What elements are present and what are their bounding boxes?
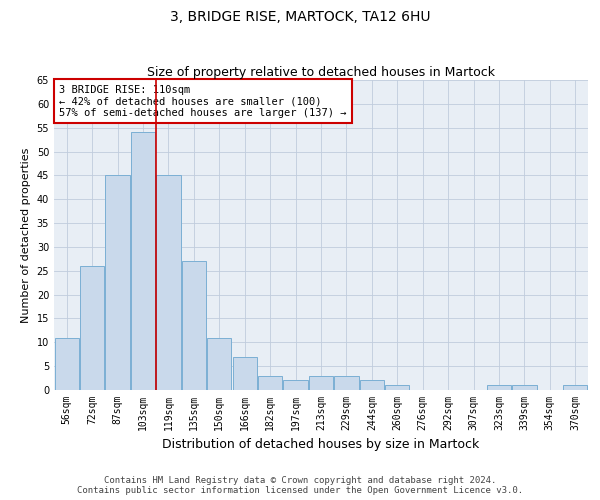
Y-axis label: Number of detached properties: Number of detached properties [21, 148, 31, 322]
Bar [309, 376, 333, 390]
Bar [512, 385, 536, 390]
Bar [283, 380, 308, 390]
Bar [182, 261, 206, 390]
Bar [487, 385, 511, 390]
Bar [385, 385, 409, 390]
Bar [563, 385, 587, 390]
Bar [55, 338, 79, 390]
Title: Size of property relative to detached houses in Martock: Size of property relative to detached ho… [147, 66, 495, 79]
Bar [80, 266, 104, 390]
X-axis label: Distribution of detached houses by size in Martock: Distribution of detached houses by size … [163, 438, 479, 452]
Text: 3 BRIDGE RISE: 110sqm
← 42% of detached houses are smaller (100)
57% of semi-det: 3 BRIDGE RISE: 110sqm ← 42% of detached … [59, 84, 347, 118]
Bar [360, 380, 384, 390]
Bar [131, 132, 155, 390]
Bar [334, 376, 359, 390]
Text: Contains HM Land Registry data © Crown copyright and database right 2024.
Contai: Contains HM Land Registry data © Crown c… [77, 476, 523, 495]
Text: 3, BRIDGE RISE, MARTOCK, TA12 6HU: 3, BRIDGE RISE, MARTOCK, TA12 6HU [170, 10, 430, 24]
Bar [207, 338, 232, 390]
Bar [106, 176, 130, 390]
Bar [258, 376, 282, 390]
Bar [157, 176, 181, 390]
Bar [233, 356, 257, 390]
